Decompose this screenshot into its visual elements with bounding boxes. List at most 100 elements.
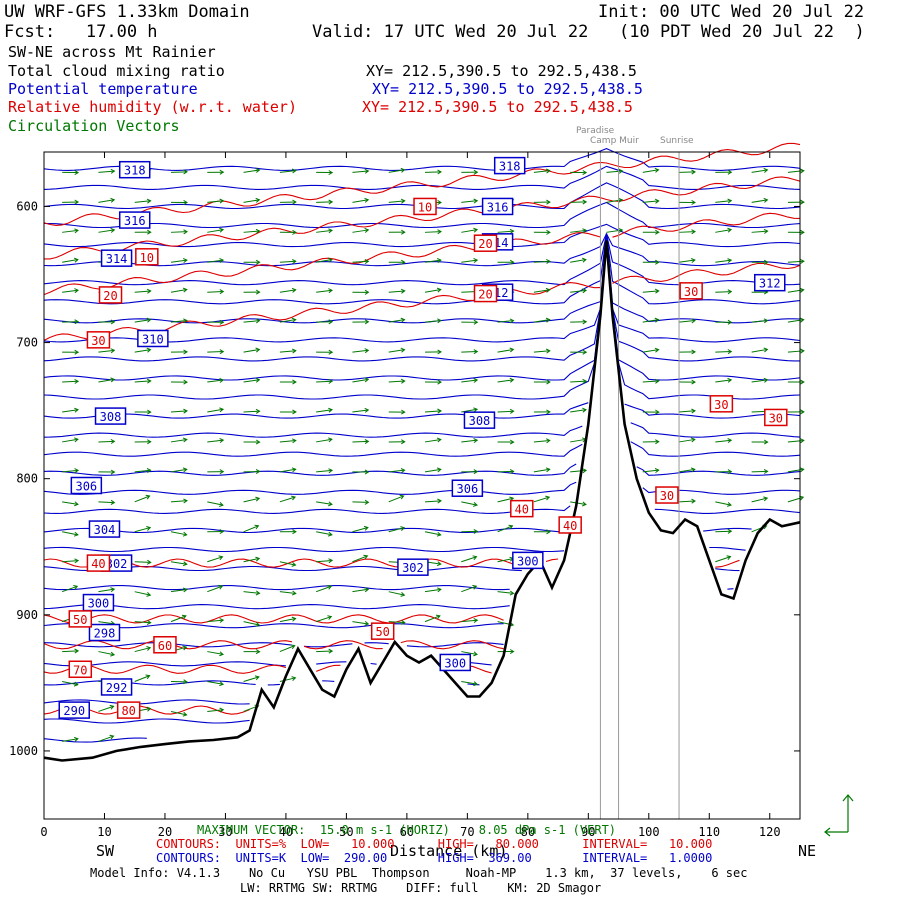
vector-head [763,259,769,265]
vector-head [328,319,334,325]
vector-head [109,704,115,710]
x-tick-label: 50 [339,825,353,839]
vector-head [655,409,660,415]
rh-label: 80 [121,704,135,718]
max-vector: MAXIMUM VECTOR: 15.0 m s-1 (HORIZ) 8.05 … [197,823,617,837]
vector-arrow [243,169,260,173]
reference-vector-icon [824,794,854,837]
vector-arrow [316,289,333,293]
vector-head [182,711,188,717]
vector-head [146,378,152,384]
vector-head [727,349,733,355]
vector-head [183,679,188,685]
vector-head [545,287,551,293]
vector-arrow [170,589,187,593]
vector-head [74,468,80,474]
vector-head [654,167,660,173]
rh-label-box [510,499,534,518]
vector-arrow [787,260,804,263]
vector-head [109,734,115,740]
vector-head [545,168,551,174]
vector-arrow [62,438,79,443]
vector-head [727,289,733,295]
vector-head [255,318,261,324]
vector-head [472,584,478,590]
rh-label: 20 [103,289,117,303]
vector-arrow [207,439,224,443]
rh-label-box [68,610,93,628]
vector-arrow [134,647,151,653]
vector-arrow [316,229,333,233]
vector-arrow [243,379,260,383]
vector-arrow [279,350,296,353]
x-tick-label: 120 [759,825,781,839]
vector-arrow [642,469,659,473]
vector-head [691,229,696,235]
vector-head [292,529,297,535]
physics-info: LW: RRTMG SW: RRTMG DIFF: full KM: 2D Sm… [240,881,602,895]
vector-head [400,619,406,625]
vector-head [436,467,442,473]
vector-arrow [134,380,151,383]
rh-label-box [764,408,788,427]
vector-head [74,378,80,384]
theta-label: 300 [517,554,539,568]
vector-head [182,467,188,473]
vector-head [763,377,769,383]
theta-contour-line [43,233,801,400]
vector-head [110,469,116,475]
vector-head [255,496,261,502]
rh-label-box [98,286,123,304]
vector-arrow [715,350,732,353]
theta-label: 306 [75,480,97,494]
vector-head [473,349,479,355]
vector-arrow [170,615,187,623]
vector-head [219,169,225,175]
vector-arrow [425,171,442,173]
vector-arrow [424,500,442,503]
vector-head [255,168,261,173]
theta-contour-line [43,699,250,705]
vector-arrow [62,409,79,413]
rh-contour-line [43,664,492,674]
vector-head [110,377,116,383]
vector-arrow [751,230,768,233]
vector-head [73,531,79,537]
vector-head [473,198,479,204]
rh-label: 20 [478,288,492,302]
var-cloud: Total cloud mixing ratio [8,62,225,80]
vector-head [473,407,479,413]
vector-arrow [352,349,369,353]
vector-head [292,229,297,235]
vector-arrow [533,468,550,473]
vector-head [654,347,660,353]
vector-arrow [170,438,187,443]
vector-head [436,287,442,293]
vector-arrow [388,169,405,173]
vector-head [401,259,406,265]
vector-arrow [461,501,478,506]
vector-head [400,468,406,473]
vector-head [364,319,370,325]
vector-head [219,319,225,325]
vector-arrow [715,501,732,506]
vector-head [364,499,370,505]
x-tick-label: 10 [97,825,111,839]
vector-head [219,258,225,263]
theta-label-box [94,407,127,425]
vector-head [182,645,188,651]
vector-arrow [134,675,150,682]
var-rh: Relative humidity (w.r.t. water) [8,98,297,116]
vector-head [509,259,515,265]
vector-head [73,681,79,687]
vector-head [582,170,588,176]
vector-head [110,587,116,593]
vector-arrow [678,468,695,473]
vector-head [328,437,333,443]
rh-label: 30 [714,398,728,412]
theta-label: 300 [444,656,466,670]
vector-arrow [62,289,79,293]
rh-label: 40 [563,519,577,533]
vector-arrow [207,585,223,593]
vector-arrow [424,615,441,623]
